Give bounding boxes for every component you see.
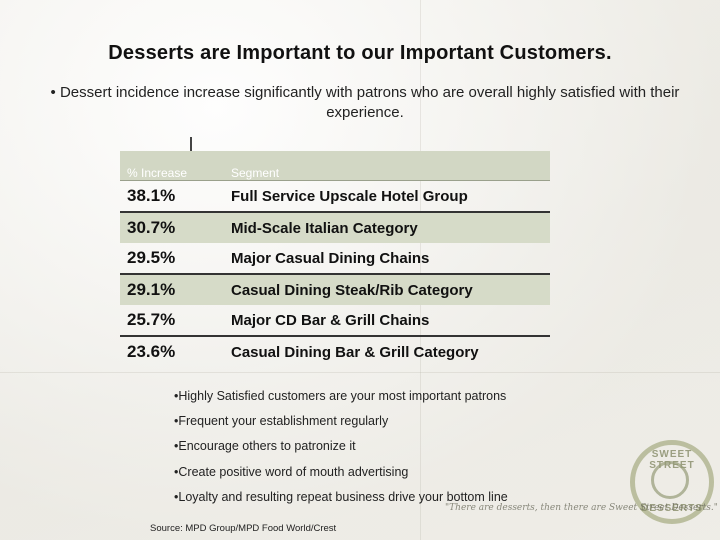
row-segment: Mid-Scale Italian Category (231, 219, 418, 237)
logo-swirl-icon (651, 461, 689, 499)
row-pct: 23.6% (127, 342, 176, 361)
logo-bottom-text: DESSERTS (641, 503, 703, 514)
slide-subtitle: • Dessert incidence increase significant… (50, 84, 680, 121)
header-segment: Segment (231, 165, 280, 180)
paper-crease (420, 0, 421, 540)
table-header-divider (190, 137, 192, 151)
table-row: 29.5% Major Casual Dining Chains (120, 243, 550, 275)
sweet-street-logo-stamp: SWEET STREET DESSERTS (630, 440, 714, 524)
bullet-list: •Highly Satisfied customers are your mos… (174, 386, 594, 512)
table-row: 29.1% Casual Dining Steak/Rib Category (120, 275, 550, 305)
table-row: 23.6% Casual Dining Bar & Grill Category (120, 337, 550, 367)
row-pct: 25.7% (127, 310, 176, 329)
table-row: 30.7% Mid-Scale Italian Category (120, 213, 550, 243)
row-pct: 38.1% (127, 186, 176, 205)
bullet-item: •Highly Satisfied customers are your mos… (174, 389, 507, 403)
row-pct: 30.7% (127, 218, 176, 237)
dessert-incidence-table: % Increase Segment 38.1% Full Service Up… (120, 151, 550, 367)
bullet-item: •Create positive word of mouth advertisi… (174, 464, 409, 479)
row-segment: Casual Dining Steak/Rib Category (231, 281, 473, 299)
table-row: 25.7% Major CD Bar & Grill Chains (120, 305, 550, 337)
table-header-row: % Increase Segment (120, 151, 550, 181)
header-pct-increase: % Increase (127, 165, 188, 180)
slide-title: Desserts are Important to our Important … (108, 42, 612, 64)
logo-tagline: "There are desserts, then there are Swee… (445, 503, 718, 513)
row-segment: Full Service Upscale Hotel Group (231, 187, 468, 205)
row-segment: Casual Dining Bar & Grill Category (231, 343, 479, 361)
bullet-item: •Loyalty and resulting repeat business d… (174, 489, 508, 504)
source-citation: Source: MPD Group/MPD Food World/Crest (150, 523, 337, 534)
row-segment: Major Casual Dining Chains (231, 249, 430, 267)
table-row: 38.1% Full Service Upscale Hotel Group (120, 181, 550, 213)
row-pct: 29.5% (127, 248, 176, 267)
paper-crease (0, 372, 720, 373)
bullet-item: •Encourage others to patronize it (174, 439, 356, 454)
bullet-item: •Frequent your establishment regularly (174, 414, 389, 429)
row-segment: Major CD Bar & Grill Chains (231, 311, 430, 329)
row-pct: 29.1% (127, 280, 176, 299)
